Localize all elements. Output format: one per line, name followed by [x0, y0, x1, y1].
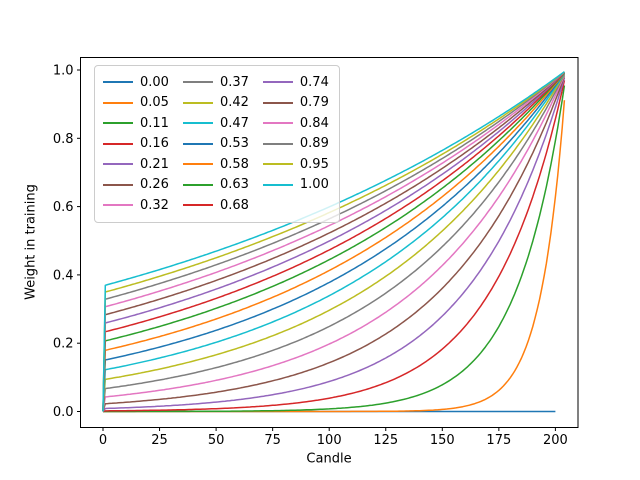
series-line [102, 72, 566, 412]
legend-label: 0.79 [299, 95, 329, 111]
series-line [102, 76, 566, 412]
legend-line-sample [182, 122, 213, 125]
legend-label: 0.53 [219, 136, 249, 152]
legend-item: 0.26 [103, 175, 169, 196]
legend-item: 0.21 [103, 154, 169, 175]
legend-line-sample [182, 81, 213, 84]
series-line [102, 73, 566, 412]
legend-line-sample [182, 101, 213, 104]
series-line [102, 72, 565, 412]
legend-line-sample [182, 183, 213, 186]
legend-item: 0.53 [182, 134, 249, 155]
x-tick-label: 150 [430, 433, 455, 448]
legend-item: 0.32 [103, 195, 169, 216]
legend-item: 0.42 [182, 93, 249, 114]
legend-item: 1.00 [262, 175, 329, 196]
series-line [102, 80, 566, 413]
series-line [102, 71, 565, 412]
legend-item: 0.00 [103, 72, 169, 93]
legend-label: 0.16 [140, 136, 169, 152]
legend-item: 0.58 [182, 154, 249, 175]
legend-line-sample [262, 142, 293, 145]
legend-label: 0.00 [140, 74, 169, 90]
legend-label: 0.47 [219, 115, 249, 131]
y-tick-label: 0.2 [53, 337, 74, 352]
x-tick-label: 125 [373, 433, 398, 448]
series-line [102, 74, 566, 412]
legend-item: 0.74 [262, 72, 329, 93]
chart-legend: 0.00 0.05 0.11 0.16 0.21 0.26 0.32 0.37 0.42 0.47… [94, 65, 340, 223]
legend-label: 0.37 [219, 74, 249, 90]
y-tick-label: 0.4 [53, 268, 74, 283]
series-line [102, 74, 566, 412]
legend-label: 0.32 [140, 197, 169, 213]
legend-item: 0.79 [262, 93, 329, 114]
legend-line-sample [262, 183, 293, 186]
legend-label: 0.05 [140, 95, 169, 111]
legend-item: 0.47 [182, 113, 249, 134]
series-line [102, 77, 566, 412]
legend-item: 0.05 [103, 93, 169, 114]
x-tick-label: 25 [151, 433, 168, 448]
legend-line-sample [262, 122, 293, 125]
legend-item: 0.84 [262, 113, 329, 134]
legend-label: 0.95 [299, 156, 329, 172]
legend-line-sample [103, 81, 133, 84]
legend-item: 0.68 [182, 195, 249, 216]
legend-line-sample [182, 163, 213, 166]
legend-label: 0.58 [219, 156, 249, 172]
y-tick-label: 0.0 [53, 405, 74, 420]
legend-line-sample [103, 204, 133, 207]
legend-label: 0.84 [299, 115, 329, 131]
legend-item: 0.37 [182, 72, 249, 93]
series-line [102, 72, 565, 412]
x-tick-label: 100 [317, 433, 342, 448]
x-tick-label: 175 [486, 433, 511, 448]
legend-label: 0.42 [219, 95, 249, 111]
series-line [102, 71, 565, 412]
legend-line-sample [262, 81, 293, 84]
legend-line-sample [103, 101, 133, 104]
legend-item: 0.11 [103, 113, 169, 134]
series-line [102, 71, 565, 412]
legend-line-sample [103, 122, 133, 125]
y-tick-label: 0.8 [53, 132, 74, 147]
legend-item: 0.16 [103, 134, 169, 155]
legend-line-sample [262, 101, 293, 104]
legend-line-sample [262, 163, 293, 166]
legend-label: 0.89 [299, 136, 329, 152]
legend-line-sample [182, 204, 213, 207]
x-tick-label: 75 [264, 433, 281, 448]
legend-item: 0.89 [262, 134, 329, 155]
legend-label: 0.63 [219, 177, 249, 193]
legend-label: 0.26 [140, 177, 169, 193]
y-tick-label: 0.6 [53, 200, 74, 215]
legend-label: 0.74 [299, 74, 329, 90]
legend-label: 1.00 [299, 177, 329, 193]
legend-line-sample [103, 142, 133, 145]
x-tick-label: 200 [543, 433, 568, 448]
legend-line-sample [103, 183, 133, 186]
series-line [103, 85, 566, 413]
x-tick-label: 0 [99, 433, 107, 448]
legend-label: 0.68 [219, 197, 249, 213]
x-axis-label: Candle [306, 451, 352, 467]
y-axis-label: Weight in training [23, 184, 39, 300]
y-tick-label: 1.0 [53, 64, 74, 79]
series-line [102, 73, 566, 412]
series-line [102, 71, 565, 412]
x-tick-label: 50 [208, 433, 225, 448]
legend-item: 0.95 [262, 154, 329, 175]
legend-label: 0.21 [140, 156, 169, 172]
legend-line-sample [103, 163, 133, 166]
legend-line-sample [182, 142, 213, 145]
legend-item: 0.63 [182, 175, 249, 196]
legend-label: 0.11 [140, 115, 169, 131]
